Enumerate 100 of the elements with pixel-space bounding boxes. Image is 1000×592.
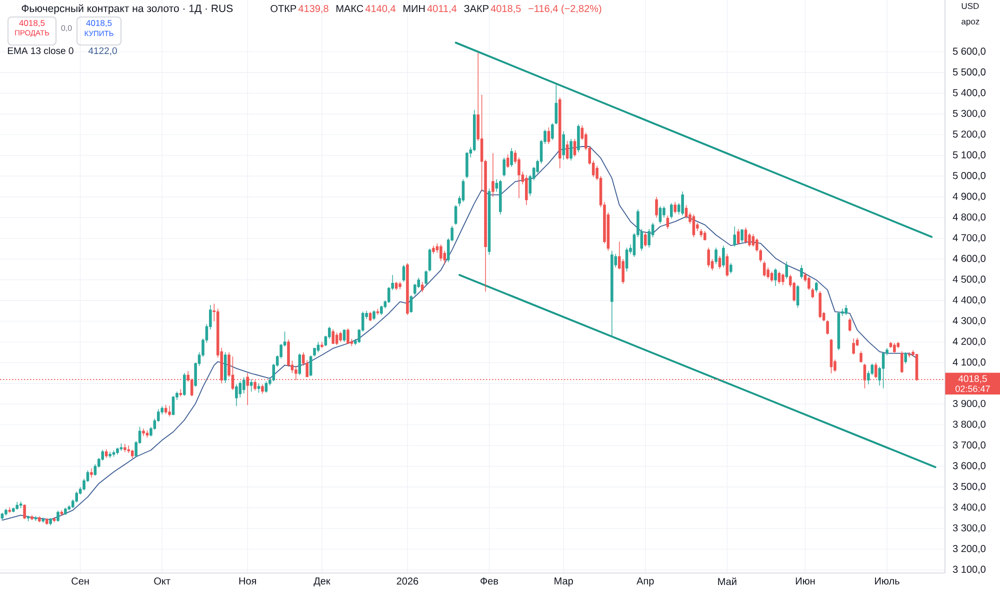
y-tick-label: 3 300,0 [952, 524, 986, 533]
candlestick [681, 191, 684, 216]
annotation: EMA 13 close 0 [8, 47, 74, 54]
candlestick [368, 312, 372, 322]
candlestick [670, 202, 673, 219]
candlestick [860, 350, 862, 364]
line-series [2, 146, 918, 521]
y-tick-label: 4 900,0 [952, 192, 986, 202]
candlestick [740, 228, 744, 243]
annotation: 4140,4 [365, 5, 396, 14]
candlestick [168, 405, 171, 417]
annotation: МИН [404, 5, 425, 12]
candlestick [124, 444, 126, 453]
candlestick [462, 178, 465, 202]
candlestick [848, 318, 852, 332]
candlestick [298, 352, 302, 376]
candlestick [674, 202, 677, 214]
y-tick-label: 5 600,0 [952, 48, 986, 56]
candlestick [782, 273, 784, 286]
text: 02:56:47 [956, 386, 990, 392]
text: USD [962, 2, 979, 9]
annotation: 4018,5 [86, 20, 112, 27]
candlestick [844, 304, 848, 316]
candlestick [577, 124, 580, 153]
annotation: ЗАКР [464, 5, 488, 12]
annotation: ОТКР [270, 5, 296, 12]
candlestick [525, 174, 528, 206]
x-tick-label: Май [718, 578, 736, 586]
candlestick [42, 517, 45, 523]
candlestick [744, 227, 748, 244]
annotation: 4018,5 [19, 20, 45, 27]
candlestick [800, 264, 803, 280]
candlestick [183, 372, 186, 396]
annotation: МАКС [336, 5, 364, 12]
x-tick-label: Июль [875, 578, 900, 585]
candlestick [562, 131, 565, 160]
annotation: 4011,4 [427, 5, 457, 14]
y-tick-label: 5 200,0 [952, 130, 986, 139]
candlestick [893, 342, 896, 354]
y-tick-label: 3 400,0 [952, 504, 986, 512]
x-tick-label: Окт [154, 578, 170, 585]
y-tick-label: 4 100,0 [952, 358, 986, 367]
annotation: 4139,8 [298, 5, 328, 14]
annotation: 0,0 [61, 25, 72, 32]
y-tick-label: 5 400,0 [952, 89, 986, 98]
x-tick-label: Июн [796, 578, 815, 585]
candlestick [142, 428, 145, 436]
candlestick [38, 516, 41, 523]
text: apoz [962, 20, 980, 26]
candlestick [16, 502, 18, 510]
candlestick [644, 232, 647, 247]
candlestick [904, 352, 907, 364]
y-tick-label: 4 700,0 [952, 234, 986, 242]
candlestick [235, 384, 238, 407]
y-tick-label: 5 500,0 [952, 68, 986, 77]
candlestick [510, 148, 513, 168]
y-tick-label: 3 600,0 [952, 462, 986, 470]
y-tick-label: 3 900,0 [952, 400, 986, 408]
ref-line-label: 4018,5 [958, 375, 987, 384]
candlestick [874, 362, 878, 379]
y-tick-label: 4 600,0 [952, 254, 986, 264]
annotation: 4122,0 [88, 47, 117, 56]
candlestick [610, 250, 614, 338]
candlestick [424, 270, 428, 286]
candlestick [398, 281, 402, 290]
candlestick [551, 122, 554, 140]
candlestick [440, 244, 442, 262]
candlestick [729, 262, 732, 274]
candlestick [492, 152, 494, 198]
x-tick-label: Мар [554, 578, 573, 586]
x-tick-label: Фев [480, 578, 498, 585]
x-tick-label: Дек [314, 578, 330, 586]
candlestick [428, 248, 432, 272]
candlestick [242, 376, 246, 394]
candlestick [714, 247, 718, 265]
y-tick-label: 3 200,0 [952, 545, 986, 554]
candlestick [826, 320, 829, 336]
candlestick [339, 331, 342, 342]
candlestick [346, 328, 350, 344]
candlestick [116, 447, 119, 456]
annotation: 4018,5 [490, 5, 521, 14]
candlestick [655, 196, 658, 218]
y-tick-label: 5 100,0 [952, 151, 986, 160]
candlestick [488, 188, 491, 256]
candlestick [774, 268, 777, 286]
x-tick-label: Ноя [239, 578, 256, 585]
candlestick [707, 247, 710, 268]
candlestick [406, 262, 409, 316]
x-tick-label: 2026 [396, 578, 418, 585]
candlestick [45, 518, 48, 526]
candlestick [818, 290, 822, 318]
candlestick [558, 97, 562, 169]
candlestick [814, 281, 818, 293]
candlestick [49, 518, 52, 526]
candlestick [502, 157, 506, 177]
y-tick-label: 4 800,0 [952, 213, 986, 222]
candlestick [172, 395, 175, 416]
candlestick [56, 510, 60, 522]
candlestick [432, 245, 435, 254]
y-tick-label: 4 300,0 [952, 317, 986, 326]
